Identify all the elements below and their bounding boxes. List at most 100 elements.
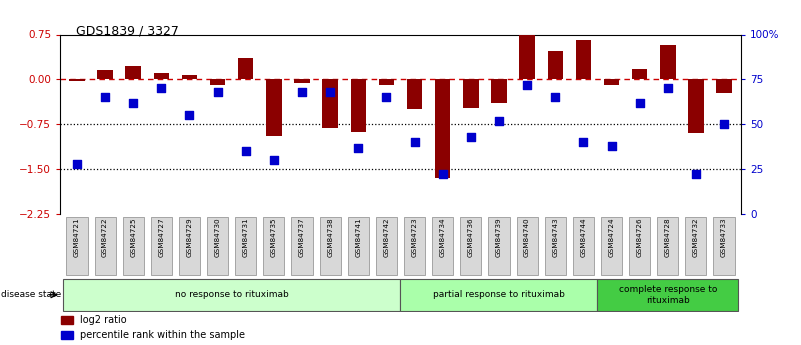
Text: GSM84727: GSM84727 [159, 217, 164, 257]
FancyBboxPatch shape [376, 217, 397, 275]
Bar [98, 70, 113, 79]
Text: GSM84722: GSM84722 [102, 217, 108, 257]
Bar [632, 69, 647, 79]
Point [352, 145, 364, 150]
Text: GDS1839 / 3327: GDS1839 / 3327 [76, 24, 179, 37]
Bar [435, 79, 450, 178]
Text: GSM84729: GSM84729 [187, 217, 192, 257]
Text: GSM84743: GSM84743 [552, 217, 558, 257]
Point [296, 89, 308, 95]
Text: GSM84734: GSM84734 [440, 217, 445, 257]
FancyBboxPatch shape [264, 217, 284, 275]
Bar [154, 73, 169, 79]
Point [521, 82, 533, 88]
Text: GSM84725: GSM84725 [131, 217, 136, 257]
Bar [182, 75, 197, 79]
Bar [716, 79, 732, 92]
Text: GSM84723: GSM84723 [412, 217, 417, 257]
Legend: log2 ratio, percentile rank within the sample: log2 ratio, percentile rank within the s… [61, 315, 245, 340]
Point [549, 95, 562, 100]
Text: no response to rituximab: no response to rituximab [175, 290, 288, 299]
Point [690, 172, 702, 177]
FancyBboxPatch shape [123, 217, 143, 275]
Text: GSM84738: GSM84738 [327, 217, 333, 257]
Bar [491, 79, 507, 103]
Bar [323, 79, 338, 128]
FancyBboxPatch shape [151, 217, 172, 275]
Bar [379, 79, 394, 85]
Text: partial response to rituximab: partial response to rituximab [433, 290, 565, 299]
FancyBboxPatch shape [179, 217, 200, 275]
Point [211, 89, 224, 95]
Text: GSM84733: GSM84733 [721, 217, 727, 257]
Text: GSM84744: GSM84744 [581, 217, 586, 257]
FancyBboxPatch shape [207, 217, 228, 275]
Point [605, 143, 618, 148]
Bar [519, 34, 535, 79]
FancyBboxPatch shape [598, 279, 738, 311]
Bar [407, 79, 422, 109]
Text: GSM84721: GSM84721 [74, 217, 80, 257]
Point [99, 95, 111, 100]
FancyBboxPatch shape [404, 217, 425, 275]
Point [70, 161, 83, 166]
Text: complete response to
rituximab: complete response to rituximab [618, 285, 717, 305]
FancyBboxPatch shape [348, 217, 368, 275]
Bar [463, 79, 478, 108]
FancyBboxPatch shape [63, 279, 400, 311]
Bar [266, 79, 282, 136]
Text: GSM84732: GSM84732 [693, 217, 699, 257]
Text: GSM84724: GSM84724 [609, 217, 614, 257]
Point [239, 148, 252, 154]
FancyBboxPatch shape [461, 217, 481, 275]
Bar [688, 79, 703, 133]
Bar [126, 66, 141, 79]
FancyBboxPatch shape [517, 217, 537, 275]
FancyBboxPatch shape [320, 217, 340, 275]
Point [380, 95, 392, 100]
Text: GSM84741: GSM84741 [356, 217, 361, 257]
FancyBboxPatch shape [433, 217, 453, 275]
Text: GSM84740: GSM84740 [524, 217, 530, 257]
Point [324, 89, 336, 95]
FancyBboxPatch shape [95, 217, 115, 275]
Text: GSM84736: GSM84736 [468, 217, 474, 257]
Point [268, 157, 280, 163]
Text: GSM84730: GSM84730 [215, 217, 220, 257]
Bar [576, 40, 591, 79]
Point [577, 139, 590, 145]
FancyBboxPatch shape [686, 217, 706, 275]
Bar [294, 79, 310, 83]
FancyBboxPatch shape [66, 217, 87, 275]
FancyBboxPatch shape [714, 217, 735, 275]
FancyBboxPatch shape [400, 279, 598, 311]
Text: GSM84731: GSM84731 [243, 217, 249, 257]
FancyBboxPatch shape [292, 217, 312, 275]
FancyBboxPatch shape [629, 217, 650, 275]
FancyBboxPatch shape [545, 217, 566, 275]
Point [437, 172, 449, 177]
Text: GSM84737: GSM84737 [299, 217, 305, 257]
Bar [351, 79, 366, 132]
Bar [238, 58, 253, 79]
Point [155, 86, 167, 91]
Text: GSM84739: GSM84739 [496, 217, 502, 257]
Point [662, 86, 674, 91]
FancyBboxPatch shape [573, 217, 594, 275]
FancyBboxPatch shape [658, 217, 678, 275]
FancyBboxPatch shape [489, 217, 509, 275]
Text: GSM84742: GSM84742 [384, 217, 389, 257]
FancyBboxPatch shape [235, 217, 256, 275]
Bar [548, 51, 563, 79]
Point [634, 100, 646, 106]
Point [409, 139, 421, 145]
Point [493, 118, 505, 124]
Point [718, 121, 731, 127]
Text: disease state: disease state [1, 290, 61, 299]
Bar [210, 79, 225, 85]
Point [183, 112, 196, 118]
Point [465, 134, 477, 139]
Text: GSM84728: GSM84728 [665, 217, 670, 257]
Bar [660, 45, 675, 79]
Bar [604, 79, 619, 85]
